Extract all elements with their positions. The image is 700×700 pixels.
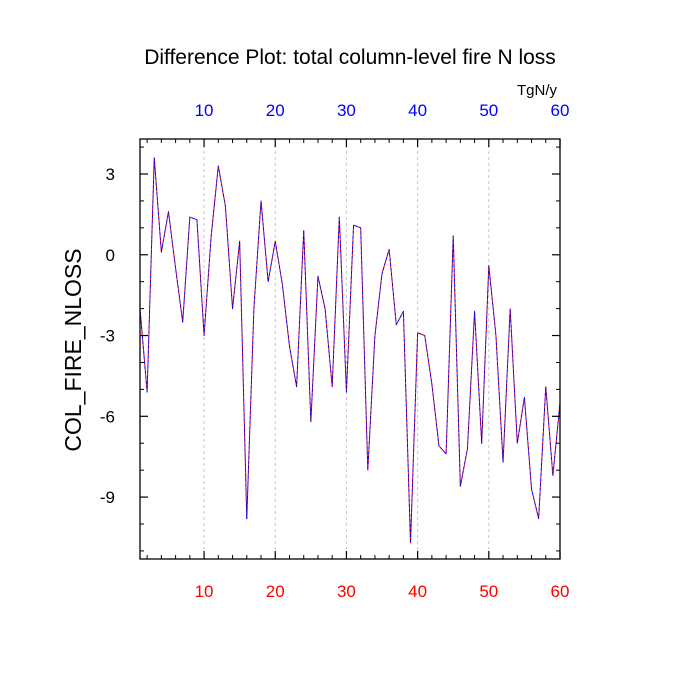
- x-tick-label-bottom: 30: [337, 582, 356, 601]
- axis-ticks: [140, 139, 561, 559]
- y-tick-label: 3: [106, 165, 115, 184]
- x-tick-label-top: 60: [551, 101, 570, 120]
- y-tick-label: -3: [100, 327, 115, 346]
- x-tick-label-bottom: 50: [479, 582, 498, 601]
- gridlines: [203, 139, 490, 559]
- y-tick-label: -6: [100, 407, 115, 426]
- x-tick-label-top: 50: [479, 101, 498, 120]
- x-tick-label-bottom: 10: [195, 582, 214, 601]
- y-tick-label: 0: [106, 246, 115, 265]
- series-lines: [139, 157, 561, 544]
- x-tick-label-top: 40: [408, 101, 427, 120]
- x-tick-label-top: 30: [337, 101, 356, 120]
- y-axis-label: COL_FIRE_NLOSS: [60, 248, 86, 451]
- x-tick-label-top: 10: [195, 101, 214, 120]
- chart-title: Difference Plot: total column-level fire…: [144, 46, 556, 69]
- x-tick-label-bottom: 20: [266, 582, 285, 601]
- series-line-red: [139, 157, 561, 544]
- x-tick-label-bottom: 40: [408, 582, 427, 601]
- y-tick-label: -9: [100, 488, 115, 507]
- plot-frame: [139, 138, 561, 560]
- units-label: TgN/y: [517, 82, 558, 99]
- x-tick-label-top: 20: [266, 101, 285, 120]
- x-tick-label-bottom: 60: [551, 582, 570, 601]
- series-line-blue: [139, 157, 561, 544]
